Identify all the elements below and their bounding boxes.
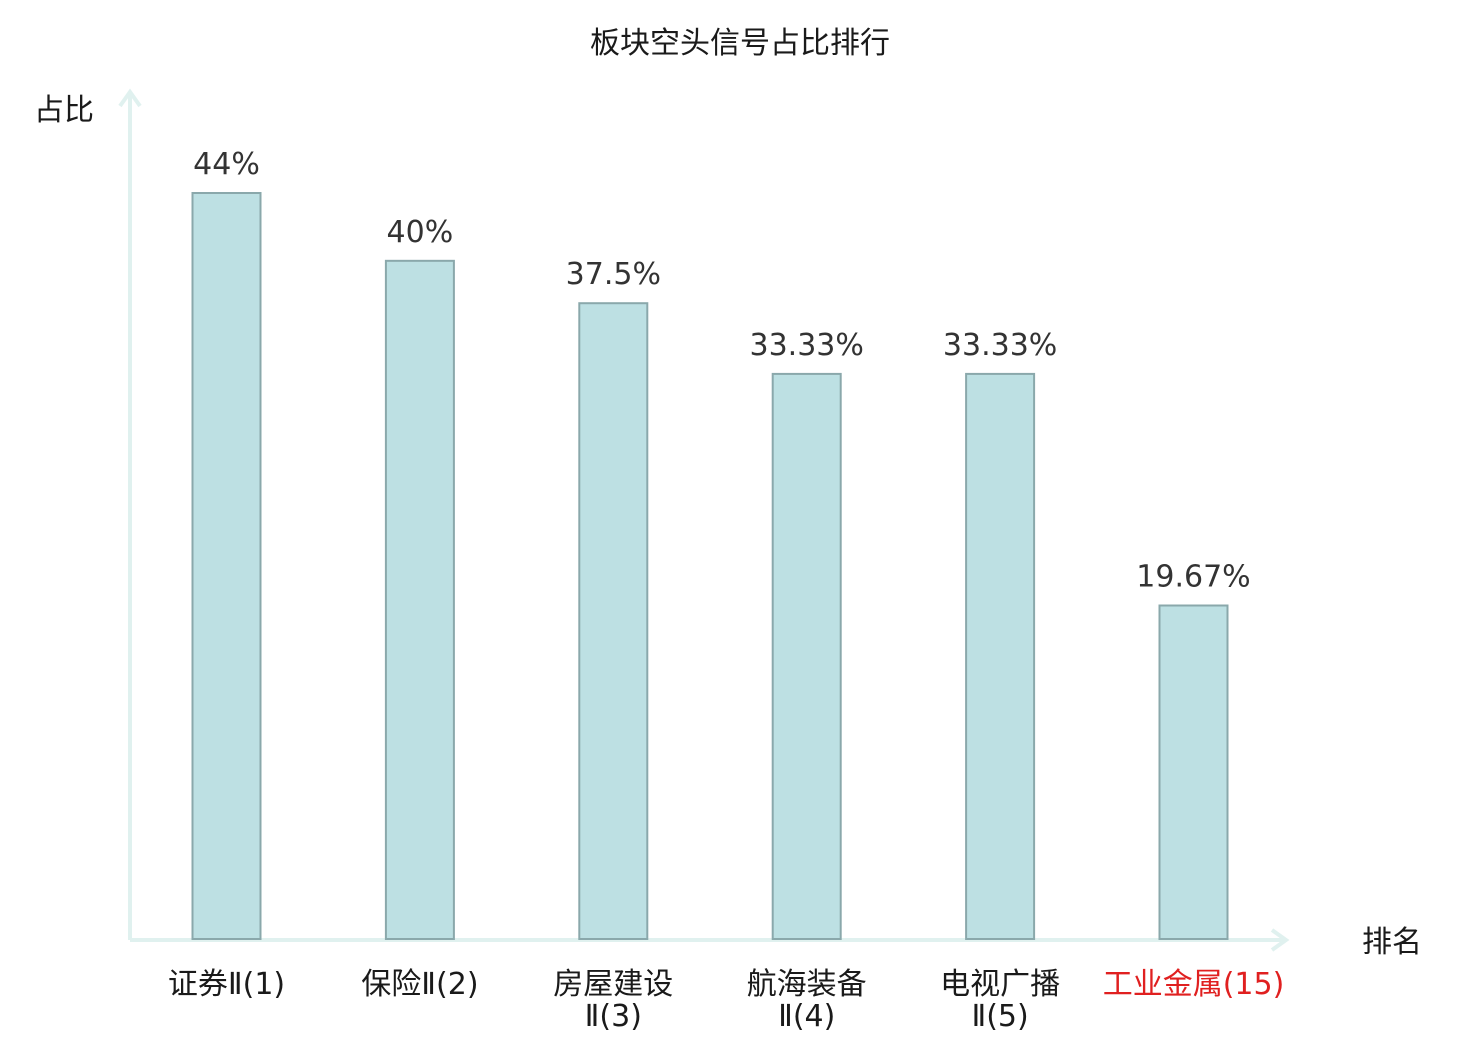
value-label-5: 33.33% xyxy=(943,328,1057,363)
bar-series xyxy=(191,192,1229,941)
y-axis xyxy=(118,88,142,940)
value-label-4: 33.33% xyxy=(750,328,864,363)
value-labels: 44% 40% 37.5% 33.33% 33.33% 19.67% xyxy=(193,147,1251,595)
x-axis-arrow-icon xyxy=(1270,928,1290,952)
category-label-3: 房屋建设 Ⅱ(3) xyxy=(553,967,673,1034)
x-axis-label: 排名 xyxy=(1362,925,1422,960)
value-label-3: 37.5% xyxy=(566,257,661,292)
bar-3 xyxy=(578,302,649,941)
value-label-6: 19.67% xyxy=(1136,560,1250,595)
category-label-1: 证券Ⅱ(1) xyxy=(168,967,285,1002)
bar-2 xyxy=(384,259,455,940)
bar-5 xyxy=(965,372,1036,940)
category-label-6: 工业金属(15) xyxy=(1103,967,1285,1002)
category-label-4: 航海装备 Ⅱ(4) xyxy=(747,967,867,1034)
value-label-1: 44% xyxy=(193,147,260,182)
value-label-2: 40% xyxy=(387,215,454,250)
category-label-5: 电视广播 Ⅱ(5) xyxy=(940,967,1060,1034)
y-axis-label: 占比 xyxy=(34,93,94,128)
bar-6 xyxy=(1158,604,1229,940)
bar-4 xyxy=(771,372,842,940)
y-axis-arrow-icon xyxy=(118,88,142,108)
bar-1 xyxy=(191,192,262,940)
category-label-2: 保险Ⅱ(2) xyxy=(361,967,478,1002)
chart-title: 板块空头信号占比排行 xyxy=(590,26,890,61)
x-axis xyxy=(130,928,1290,952)
category-labels: 证券Ⅱ(1) 保险Ⅱ(2) 房屋建设 Ⅱ(3) 航海装备 Ⅱ(4) 电视广播 Ⅱ(5) 工业金属… xyxy=(168,967,1284,1034)
